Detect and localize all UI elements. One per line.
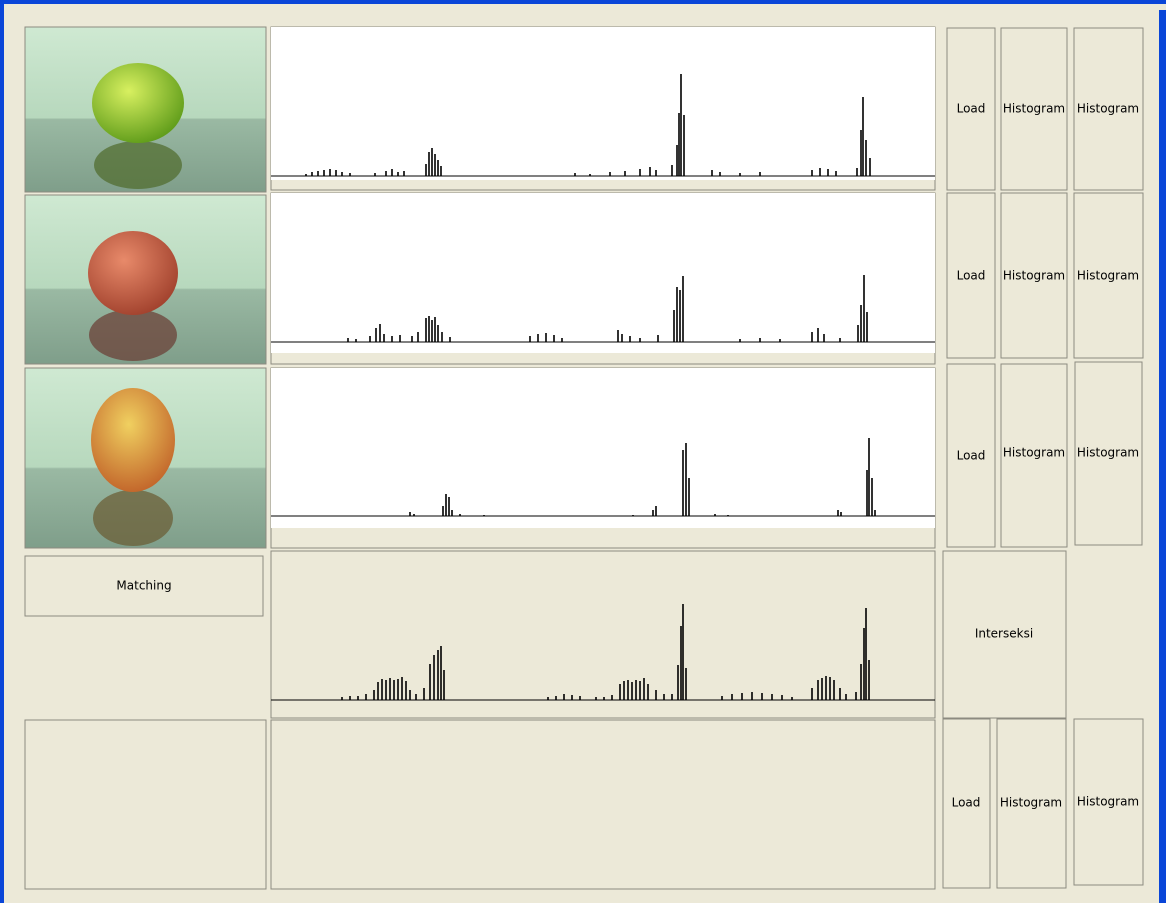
button-label: Load — [957, 102, 986, 116]
frame-right — [1159, 10, 1166, 903]
histogram-button[interactable]: Histogram — [1074, 28, 1143, 190]
load-button[interactable]: Load — [947, 28, 995, 190]
button-label: Histogram — [1000, 796, 1062, 810]
button-label: Histogram — [1003, 102, 1065, 116]
histogram-panel-2 — [271, 193, 935, 364]
histogram-button[interactable]: Histogram — [1075, 362, 1142, 545]
button-label: Interseksi — [975, 627, 1033, 641]
frame-top — [0, 0, 1166, 4]
button-label: Load — [957, 269, 986, 283]
interseksi-button[interactable]: Interseksi — [943, 551, 1066, 718]
button-label: Load — [957, 449, 986, 463]
histogram-button[interactable]: Histogram — [997, 719, 1066, 888]
histogram-panel-4 — [271, 551, 935, 718]
button-label: Histogram — [1003, 446, 1065, 460]
histogram-panel-1 — [271, 27, 935, 190]
histogram-button[interactable]: Histogram — [1001, 193, 1067, 358]
button-label: Histogram — [1077, 102, 1139, 116]
histogram-button[interactable]: Histogram — [1001, 28, 1067, 190]
button-label: Load — [952, 796, 981, 810]
button-label: Histogram — [1077, 446, 1139, 460]
button-label: Histogram — [1077, 795, 1139, 809]
button-label: Histogram — [1003, 269, 1065, 283]
histogram-button[interactable]: Histogram — [1074, 719, 1143, 885]
load-button[interactable]: Load — [947, 364, 995, 547]
load-button[interactable]: Load — [947, 193, 995, 358]
histogram-panel-3 — [271, 368, 935, 548]
load-button[interactable]: Load — [943, 719, 990, 888]
image-red — [25, 195, 266, 364]
matching-button[interactable]: Matching — [25, 556, 263, 616]
empty-image-panel — [25, 720, 266, 889]
histogram-button[interactable]: Histogram — [1074, 193, 1143, 358]
image-yellow — [25, 368, 266, 548]
image-green — [25, 27, 266, 192]
button-label: Histogram — [1077, 269, 1139, 283]
histogram-button[interactable]: Histogram — [1001, 364, 1067, 547]
empty-histogram-panel — [271, 720, 935, 889]
window: Load Histogram Histogram Load Histogram … — [0, 0, 1166, 903]
frame-left — [0, 0, 4, 903]
button-label: Matching — [116, 579, 171, 593]
